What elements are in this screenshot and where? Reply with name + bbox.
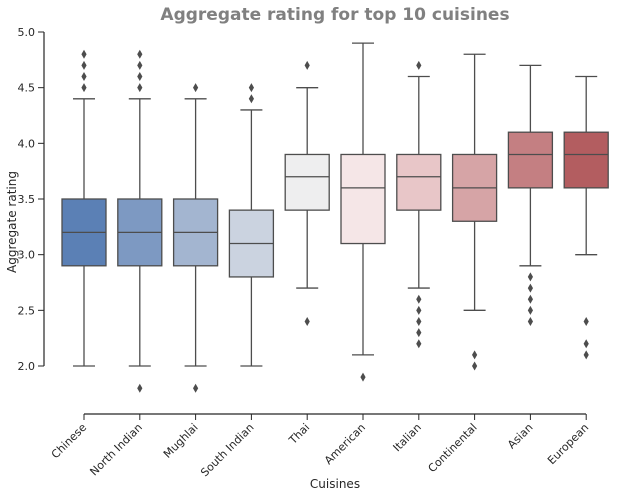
x-tick-label: Chinese xyxy=(49,421,89,461)
x-tick-label: Thai xyxy=(286,421,313,448)
box-group-italian xyxy=(396,60,442,349)
box-group-continental xyxy=(451,53,498,371)
outlier-point xyxy=(527,305,533,315)
box xyxy=(284,153,330,211)
box-group-south-indian xyxy=(228,83,275,367)
outlier-point xyxy=(527,283,533,293)
x-tick-label: American xyxy=(322,421,368,467)
outlier-point xyxy=(527,316,533,326)
box xyxy=(507,131,554,189)
outlier-point xyxy=(527,294,533,304)
outlier-point xyxy=(472,350,478,360)
y-tick-label: 4.5 xyxy=(18,82,36,95)
outlier-point xyxy=(137,83,143,93)
outlier-point xyxy=(248,83,254,93)
box-group-american xyxy=(340,42,386,382)
outlier-point xyxy=(137,49,143,59)
y-tick-label: 3.0 xyxy=(18,249,36,262)
box-group-north-indian xyxy=(117,49,163,393)
box-groups xyxy=(61,42,609,393)
outlier-point xyxy=(137,383,143,393)
outlier-point xyxy=(472,361,478,371)
outlier-point xyxy=(137,60,143,70)
x-tick-label: South Indian xyxy=(198,421,256,479)
outlier-point xyxy=(583,339,589,349)
box xyxy=(563,131,609,189)
outlier-point xyxy=(583,350,589,360)
box-group-mughlai xyxy=(172,83,219,393)
outlier-point xyxy=(193,83,199,93)
x-tick-label: Asian xyxy=(505,421,535,451)
y-tick-label: 3.5 xyxy=(18,193,36,206)
y-axis-ticks: 2.0 2.5 3.0 3.5 4.0 4.5 5.0 xyxy=(18,26,44,373)
outlier-point xyxy=(527,272,533,282)
y-tick-label: 4.0 xyxy=(18,137,36,150)
x-axis-label: Cuisines xyxy=(310,477,360,491)
outlier-point xyxy=(416,60,422,70)
x-tick-label: European xyxy=(545,421,591,467)
outlier-point xyxy=(304,60,310,70)
y-tick-label: 2.0 xyxy=(18,360,36,373)
box xyxy=(396,153,442,211)
outlier-point xyxy=(81,49,87,59)
outlier-point xyxy=(416,294,422,304)
box-group-asian xyxy=(507,64,554,326)
box-group-european xyxy=(563,75,609,360)
y-tick-label: 2.5 xyxy=(18,304,36,317)
outlier-point xyxy=(81,72,87,82)
x-tick-label: Continental xyxy=(426,421,480,475)
box-group-thai xyxy=(284,60,330,326)
outlier-point xyxy=(583,316,589,326)
outlier-point xyxy=(137,72,143,82)
outlier-point xyxy=(360,372,366,382)
x-tick-label: Mughlai xyxy=(161,421,201,461)
outlier-point xyxy=(416,305,422,315)
outlier-point xyxy=(416,339,422,349)
outlier-point xyxy=(81,83,87,93)
x-tick-label: Italian xyxy=(391,421,424,454)
y-axis-label: Aggregate rating xyxy=(5,171,19,273)
box xyxy=(340,153,386,245)
outlier-point xyxy=(304,316,310,326)
outlier-point xyxy=(193,383,199,393)
outlier-point xyxy=(248,94,254,104)
outlier-point xyxy=(416,316,422,326)
x-tick-label: North Indian xyxy=(87,421,144,478)
y-tick-label: 5.0 xyxy=(18,26,36,39)
box-group-chinese xyxy=(61,49,107,367)
outlier-point xyxy=(81,60,87,70)
outlier-point xyxy=(416,328,422,338)
chart-title: Aggregate rating for top 10 cuisines xyxy=(160,5,509,25)
